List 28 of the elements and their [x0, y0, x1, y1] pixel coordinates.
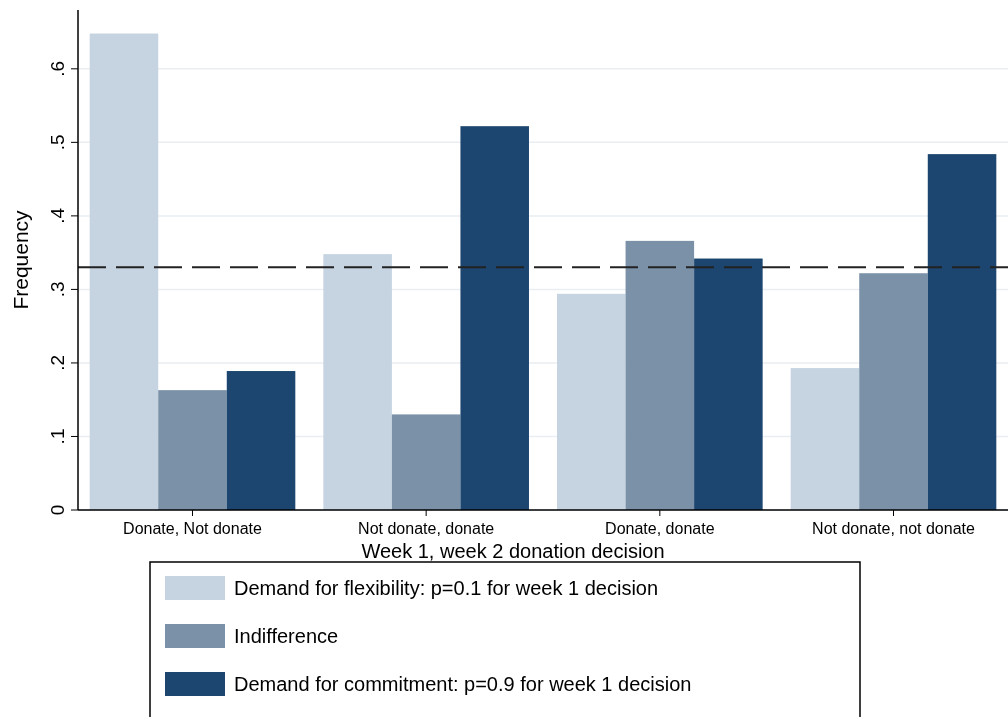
bar — [927, 154, 997, 510]
bar — [790, 368, 860, 510]
x-tick-label: Donate, Not donate — [123, 520, 262, 537]
x-axis-title: Week 1, week 2 donation decision — [361, 540, 665, 562]
y-tick-label: .3 — [47, 281, 68, 298]
legend-label: Indifference — [234, 625, 339, 647]
legend-label: Demand for commitment: p=0.9 for week 1 decision — [234, 673, 692, 695]
y-tick-label: .2 — [47, 355, 68, 371]
bar — [460, 126, 529, 510]
bar — [557, 293, 626, 510]
bar — [391, 414, 461, 510]
bar — [158, 390, 227, 510]
y-tick-label: .4 — [47, 207, 68, 224]
x-tick-label: Not donate, donate — [358, 520, 495, 537]
bar — [694, 258, 763, 510]
y-tick-label: 0 — [47, 504, 68, 516]
y-tick-label: .1 — [47, 428, 68, 445]
bar — [625, 240, 695, 510]
x-tick-label: Donate, donate — [605, 520, 715, 537]
bar — [89, 33, 159, 510]
legend-label: Demand for flexibility: p=0.1 for week 1 decision — [234, 577, 659, 599]
y-axis-title: Frequency — [9, 209, 32, 310]
x-tick-label: Not donate, not donate — [812, 520, 975, 537]
bar — [859, 273, 928, 510]
y-tick-label: .5 — [47, 134, 68, 151]
bar — [323, 254, 392, 510]
bar — [226, 371, 296, 510]
y-tick-label: .6 — [47, 60, 68, 77]
